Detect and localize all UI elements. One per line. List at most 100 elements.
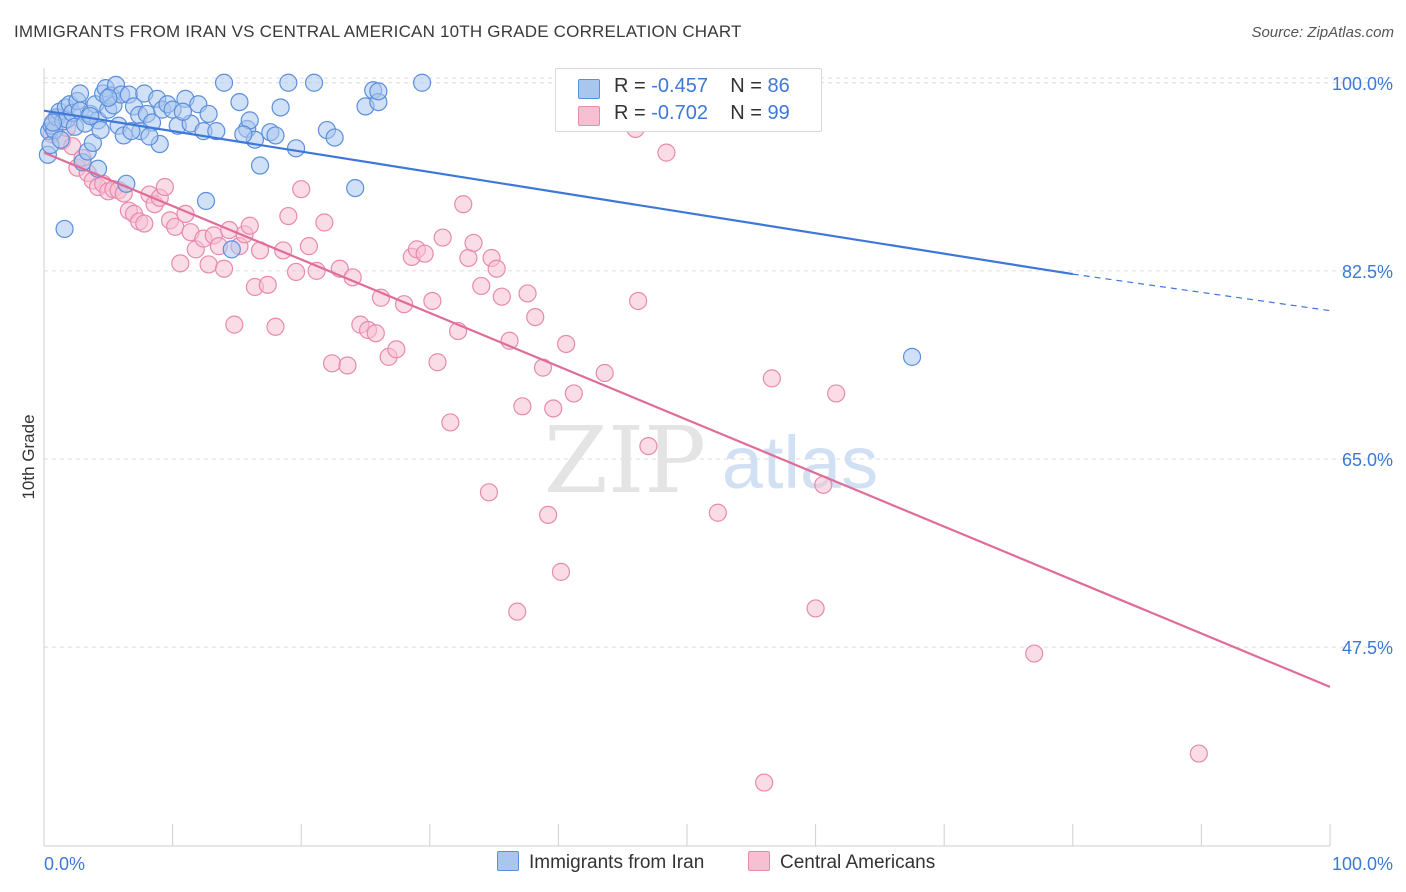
point-central-americans [1025,644,1044,663]
trend-lines [43,109,1331,688]
point-central-americans [415,244,434,263]
point-iran [43,113,63,132]
point-iran [70,84,90,103]
point-central-americans [755,773,774,792]
legend-swatch-blue [578,79,600,99]
grid-lines [44,77,1395,648]
point-central-americans [526,308,545,327]
point-iran [196,191,216,211]
point-central-americans [492,287,511,306]
point-central-americans [557,334,576,354]
point-iran [122,122,141,141]
point-central-americans [338,356,357,375]
point-iran [91,120,110,140]
point-iran [902,347,922,366]
watermark-atlas: atlas [722,421,878,504]
trend-line-iran [43,109,1073,276]
point-iran [207,122,226,141]
point-central-americans [286,262,306,282]
point-central-americans [366,324,385,343]
x-tick-label-max: 100.0% [1332,854,1393,874]
point-central-americans [266,317,285,336]
point-central-americans [708,503,727,522]
point-iran [266,126,285,145]
point-central-americans [472,276,491,296]
point-iran [51,130,70,149]
point-central-americans [428,353,447,372]
source-credit: Source: ZipAtlas.com [1251,24,1394,41]
stats-legend: R = -0.457 N = 86 R = -0.702 N = 99 [555,68,822,132]
point-iran [99,88,118,107]
point-central-americans [513,397,532,416]
point-central-americans [629,291,648,311]
bottom-legend-label-iran: Immigrants from Iran [529,852,705,873]
y-axis-label: 10th Grade [19,414,38,499]
point-central-americans [315,213,334,232]
x-tick-label-min: 0.0% [44,854,85,874]
point-central-americans [225,315,244,334]
point-central-americans [214,259,234,278]
axes [43,68,1331,847]
point-central-americans [279,206,298,226]
point-central-americans [464,233,483,253]
point-iran [140,127,159,146]
point-iran [286,139,306,158]
point-iran [271,98,290,117]
point-iran [222,240,241,259]
point-iran [304,73,324,92]
point-iran [199,104,218,124]
point-central-americans [441,413,460,432]
point-central-americans [454,195,473,214]
y-tick-label: 65.0% [1342,450,1393,470]
point-central-americans [459,248,478,268]
point-central-americans [551,562,571,581]
point-central-americans [135,214,154,233]
point-central-americans [487,259,506,278]
point-iran [279,73,298,92]
point-central-americans [387,340,406,359]
trend-line-central-americans [43,151,1331,688]
watermark-zip: ZIP [544,407,706,514]
point-central-americans [508,602,527,621]
point-iran [214,73,234,92]
point-central-americans [595,363,614,383]
bottom-legend-swatch-blue [497,851,519,871]
point-iran [412,73,432,92]
y-tick-label: 47.5% [1342,638,1393,658]
point-central-americans [171,254,190,273]
y-tick-label: 100.0% [1332,74,1393,94]
bottom-legend-iran: Immigrants from Iran [497,851,704,874]
point-central-americans [423,291,442,311]
point-central-americans [258,275,277,294]
point-central-americans [564,384,583,403]
point-central-americans [155,177,174,197]
point-central-americans [762,369,781,388]
bottom-legend-swatch-pink [748,851,770,871]
legend-swatch-pink [578,106,600,126]
legend-stats-iran: R = -0.457 N = 86 [614,75,790,97]
bottom-legend-central-americans: Central Americans [748,851,935,874]
point-central-americans [240,216,259,235]
point-central-americans [299,237,319,256]
y-tick-label: 82.5% [1342,262,1393,282]
point-iran [325,128,344,147]
point-iran [55,219,74,239]
chart-title: IMMIGRANTS FROM IRAN VS CENTRAL AMERICAN… [14,22,742,41]
bottom-legend-label-central-americans: Central Americans [780,852,936,873]
point-central-americans [639,437,658,456]
point-central-americans [322,354,342,373]
point-central-americans [199,255,218,274]
point-central-americans [544,399,563,418]
point-central-americans [479,483,499,502]
point-central-americans [657,143,676,162]
point-iran [250,156,270,175]
legend-stats-central-americans: R = -0.702 N = 99 [614,102,790,124]
point-central-americans [827,384,846,403]
point-central-americans [806,599,825,618]
point-iran [369,82,388,101]
point-central-americans [292,180,311,199]
series-immigrants-from-iran-points [38,73,922,366]
point-central-americans [518,284,537,303]
point-central-americans [433,228,452,247]
